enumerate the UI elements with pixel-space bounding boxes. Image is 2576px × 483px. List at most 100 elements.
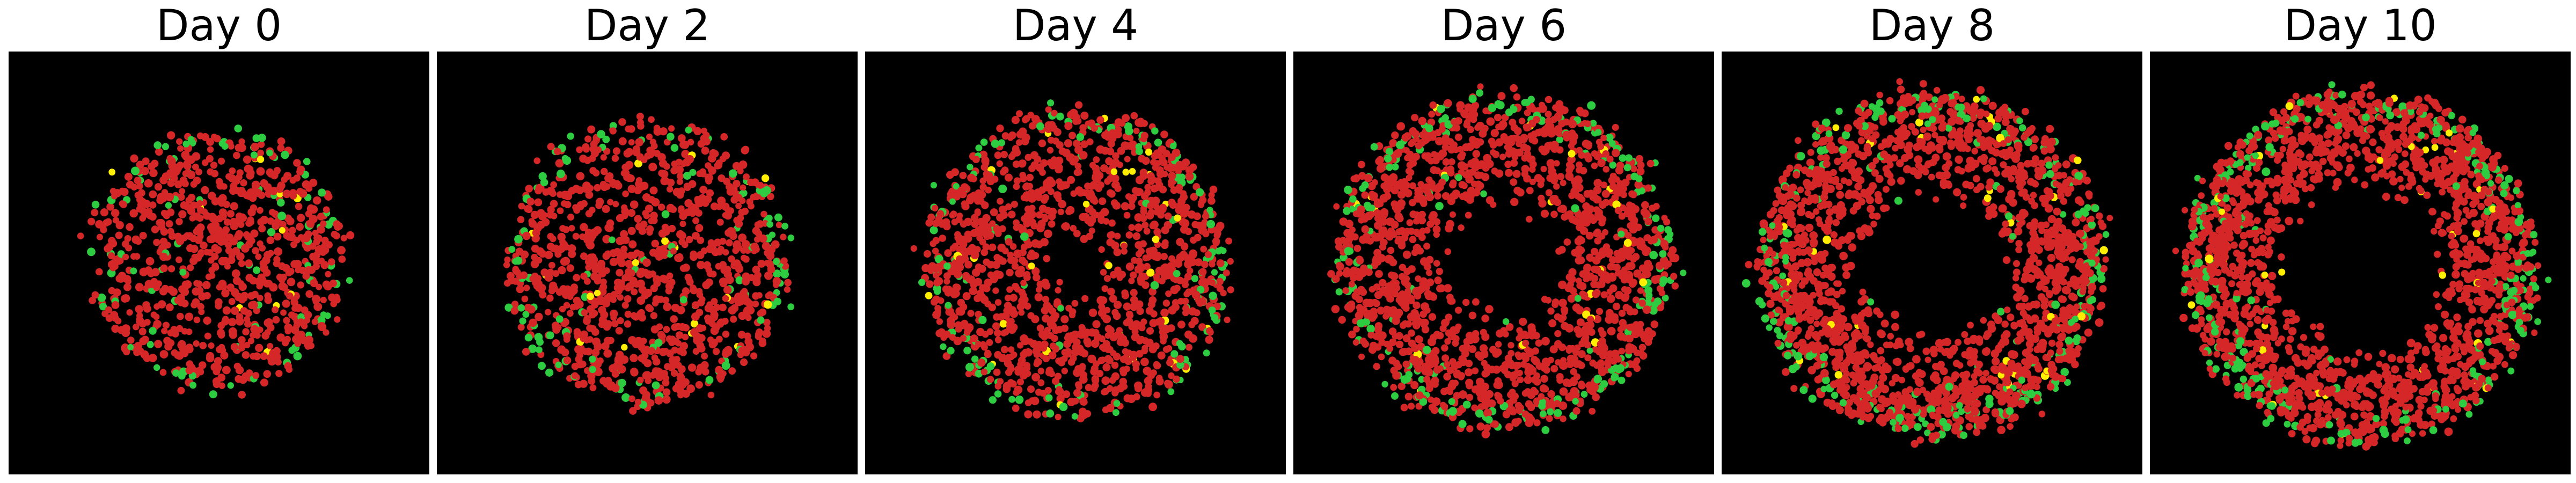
- cell-dot: [994, 383, 1002, 390]
- cell-dot: [1632, 296, 1640, 304]
- cell-dot: [1108, 219, 1116, 227]
- cell-dot: [194, 236, 203, 244]
- cell-dot: [646, 133, 653, 140]
- cell-dot: [591, 328, 599, 336]
- cell-dot: [719, 155, 727, 163]
- cell-dot: [615, 327, 623, 335]
- cell-dot: [1023, 274, 1031, 281]
- cell-dot: [1429, 101, 1437, 109]
- cell-dot: [514, 235, 523, 244]
- cell-dot: [1004, 359, 1012, 368]
- cell-dot: [1598, 232, 1606, 240]
- cell-dot: [230, 182, 238, 189]
- cell-dot: [1552, 298, 1560, 306]
- cell-dot: [722, 331, 730, 338]
- cell-dot: [1112, 152, 1119, 160]
- cell-dot: [691, 301, 700, 309]
- cell-dot: [559, 238, 566, 245]
- cell-dot: [573, 329, 582, 338]
- cell-dot: [728, 367, 736, 375]
- cell-dot: [547, 268, 554, 276]
- cell-dot: [129, 209, 138, 218]
- cell-dot: [1413, 244, 1422, 253]
- cell-dot: [645, 304, 653, 312]
- cell-dot: [1375, 333, 1384, 341]
- cell-dot: [517, 304, 525, 312]
- cell-dot: [1458, 181, 1466, 188]
- cell-dot: [784, 286, 791, 293]
- cell-dot: [658, 169, 665, 177]
- cell-dot: [1160, 253, 1168, 260]
- cell-dot: [621, 274, 629, 282]
- cell-dot: [547, 143, 555, 151]
- cell-dot: [707, 336, 714, 343]
- cell-dot: [1578, 282, 1587, 290]
- cell-dot: [193, 316, 201, 324]
- cell-dot: [1187, 210, 1196, 219]
- cell-dot: [166, 286, 175, 294]
- cell-dot: [1633, 357, 1641, 364]
- cell-dot: [564, 201, 572, 209]
- cell-dot: [310, 279, 318, 288]
- cell-dot: [105, 314, 114, 322]
- cell-dot: [1146, 327, 1154, 335]
- cell-dot: [1434, 276, 1442, 284]
- cell-dot: [781, 223, 788, 230]
- cell-dot: [522, 311, 530, 318]
- cell-dot: [306, 204, 315, 213]
- cell-dot: [1434, 192, 1441, 200]
- cell-dot: [757, 181, 764, 189]
- cell-dot: [277, 137, 286, 145]
- cell-dot: [1572, 407, 1580, 415]
- cell-dot: [1389, 309, 1397, 318]
- cell-dot: [972, 156, 980, 163]
- cell-dot: [1644, 184, 1652, 192]
- cell-dot: [159, 252, 168, 261]
- cell-dot: [1177, 297, 1184, 305]
- cell-dot: [217, 374, 226, 382]
- cell-dot: [774, 213, 782, 222]
- cell-dot: [201, 186, 209, 194]
- cell-dot: [1575, 306, 1584, 314]
- cell-dot: [1367, 332, 1374, 339]
- cell-dot: [1174, 260, 1183, 268]
- cell-dot: [1157, 170, 1165, 178]
- cell-dot: [663, 163, 670, 170]
- cell-dot: [1411, 114, 1419, 122]
- cell-dot: [1119, 355, 1128, 363]
- cell-dot: [1462, 400, 1471, 409]
- cell-dot: [1541, 296, 1548, 303]
- cell-dot: [1431, 376, 1439, 385]
- cell-dot: [1159, 186, 1167, 194]
- cell-dot: [1420, 320, 1428, 328]
- cell-dot: [289, 226, 296, 235]
- cell-dot: [346, 277, 353, 284]
- cell-dot: [195, 280, 203, 288]
- cell-dot: [1024, 399, 1032, 406]
- cell-dot: [1091, 124, 1098, 132]
- cell-dot: [1533, 378, 1541, 386]
- cell-dot: [980, 163, 989, 171]
- cell-dot: [267, 357, 276, 366]
- cell-dot: [130, 253, 137, 260]
- cell-dot: [1497, 92, 1506, 100]
- cell-dot: [1626, 324, 1634, 331]
- cell-dot: [747, 178, 755, 186]
- cell-dot: [87, 247, 96, 257]
- cell-dot: [642, 258, 651, 267]
- cell-dot: [115, 274, 123, 283]
- cell-dot: [974, 277, 983, 286]
- cell-dot: [1150, 369, 1157, 376]
- cell-dot: [221, 289, 230, 298]
- cell-dot: [1357, 160, 1365, 169]
- cell-dot: [163, 211, 171, 219]
- cell-dot: [91, 209, 99, 216]
- cell-dot: [153, 364, 160, 371]
- cell-dot: [244, 320, 252, 328]
- cell-dot: [1477, 171, 1485, 179]
- cell-dot: [627, 226, 636, 235]
- cell-dot: [551, 244, 560, 253]
- cell-dot: [1046, 304, 1053, 312]
- cell-dot: [1121, 248, 1128, 255]
- cell-dot: [1633, 364, 1641, 372]
